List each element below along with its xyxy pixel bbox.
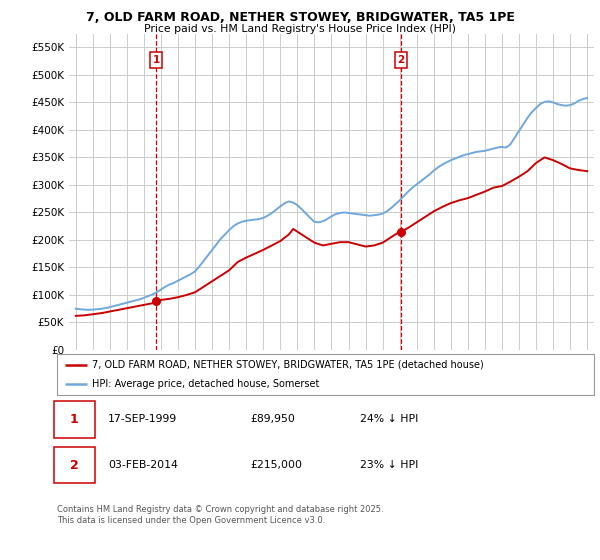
- Text: 2: 2: [398, 55, 405, 65]
- Text: 2: 2: [70, 459, 79, 472]
- Text: 1: 1: [70, 413, 79, 426]
- Text: 24% ↓ HPI: 24% ↓ HPI: [361, 414, 419, 424]
- FancyBboxPatch shape: [57, 354, 594, 395]
- Text: 03-FEB-2014: 03-FEB-2014: [108, 460, 178, 470]
- Text: Price paid vs. HM Land Registry's House Price Index (HPI): Price paid vs. HM Land Registry's House …: [144, 24, 456, 34]
- Text: £89,950: £89,950: [250, 414, 295, 424]
- Text: 7, OLD FARM ROAD, NETHER STOWEY, BRIDGWATER, TA5 1PE (detached house): 7, OLD FARM ROAD, NETHER STOWEY, BRIDGWA…: [92, 360, 484, 370]
- Text: 17-SEP-1999: 17-SEP-1999: [108, 414, 177, 424]
- Text: HPI: Average price, detached house, Somerset: HPI: Average price, detached house, Some…: [92, 379, 319, 389]
- Text: 1: 1: [152, 55, 160, 65]
- FancyBboxPatch shape: [55, 447, 95, 483]
- Text: £215,000: £215,000: [250, 460, 302, 470]
- Text: 23% ↓ HPI: 23% ↓ HPI: [361, 460, 419, 470]
- Text: 7, OLD FARM ROAD, NETHER STOWEY, BRIDGWATER, TA5 1PE: 7, OLD FARM ROAD, NETHER STOWEY, BRIDGWA…: [86, 11, 514, 24]
- Text: Contains HM Land Registry data © Crown copyright and database right 2025.
This d: Contains HM Land Registry data © Crown c…: [57, 505, 383, 525]
- FancyBboxPatch shape: [55, 402, 95, 437]
